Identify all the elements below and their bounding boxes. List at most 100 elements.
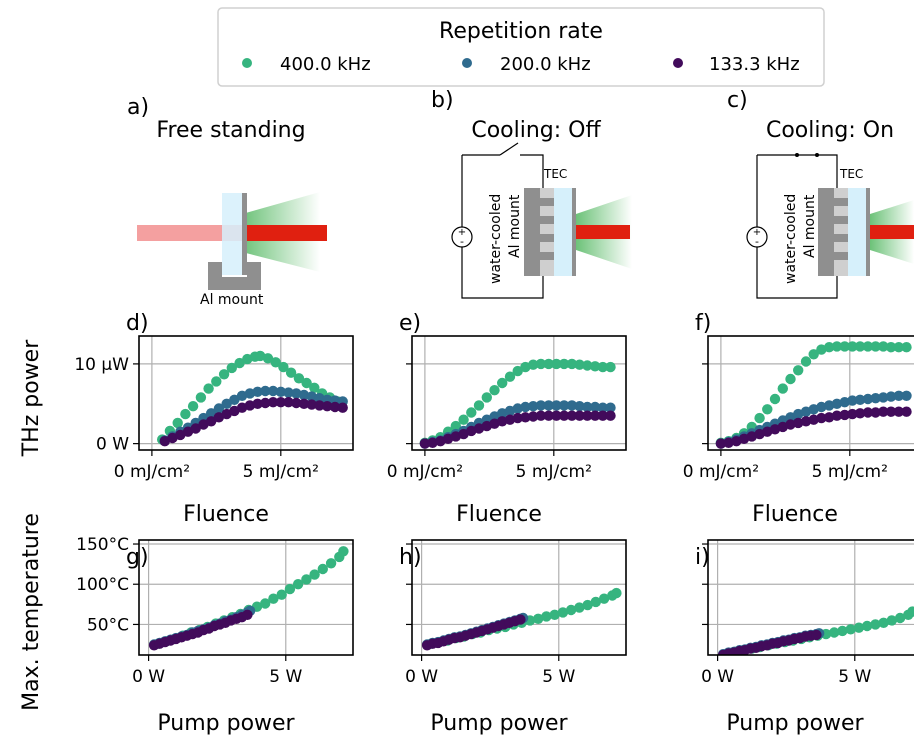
point-e-s1-15 <box>535 400 547 411</box>
crystal-b <box>554 188 572 276</box>
point-e-s0-17 <box>551 358 562 370</box>
point-f-s1-19 <box>862 393 874 405</box>
point-f-s2-22 <box>885 406 897 417</box>
point-g-s0-17 <box>292 579 304 590</box>
xtick-label-h-0: 0 W <box>405 667 438 687</box>
point-e-s1-10 <box>497 408 508 419</box>
pump-beam-a <box>137 225 242 241</box>
point-e-s2-10 <box>497 416 508 427</box>
point-f-s0-19 <box>862 341 874 352</box>
point-f-s0-23 <box>893 342 904 353</box>
point-f-s1-22 <box>885 391 897 402</box>
point-i-s0-21 <box>894 612 906 624</box>
point-g-s0-15 <box>276 589 287 600</box>
axes-frame-i <box>707 539 914 656</box>
axes-frame-h <box>411 539 627 656</box>
point-e-s2-13 <box>520 412 531 423</box>
point-d-s2-12 <box>252 398 263 409</box>
point-f-s1-17 <box>847 395 858 406</box>
point-e-s1-24 <box>605 402 616 413</box>
point-f-s2-13 <box>816 412 827 424</box>
point-d-s2-7 <box>213 412 225 423</box>
point-e-s2-16 <box>543 410 554 421</box>
tec-plates-c <box>834 188 848 276</box>
point-g-s0-23 <box>338 546 349 557</box>
point-d-s0-8 <box>218 369 230 380</box>
point-e-s0-18 <box>558 358 570 370</box>
legend: Repetition rate 400.0 kHz 200.0 kHz 133.… <box>217 7 825 87</box>
plot-h: 0 W 5 W Pump power <box>405 539 627 736</box>
point-f-s1-10 <box>793 408 804 420</box>
point-e-s2-14 <box>528 411 539 422</box>
panel-a-title: Free standing <box>156 118 305 143</box>
point-h-s0-23 <box>611 587 622 599</box>
point-e-s0-22 <box>589 361 601 372</box>
legend-marker-133 <box>673 58 683 68</box>
point-d-s0-3 <box>180 408 191 420</box>
point-e-s1-12 <box>512 403 523 414</box>
point-f-s0-8 <box>777 383 788 394</box>
point-d-s1-19 <box>306 391 317 402</box>
point-f-s1-23 <box>893 390 904 401</box>
point-e-s2-15 <box>535 410 547 421</box>
point-d-s1-12 <box>252 386 263 397</box>
point-h-s2-17 <box>515 614 526 625</box>
point-e-s0-15 <box>535 358 547 370</box>
panel-c-letter: c) <box>727 88 748 113</box>
point-f-s2-19 <box>862 407 874 418</box>
panel-i-letter: i) <box>695 545 710 570</box>
points-d <box>157 350 348 447</box>
xtick-label-g-0: 0 W <box>132 667 165 687</box>
point-d-s0-14 <box>262 353 274 364</box>
point-d-s1-9 <box>229 394 240 405</box>
point-d-s2-10 <box>236 402 248 413</box>
mount-c <box>818 188 834 276</box>
power-source-c <box>746 226 768 248</box>
ytick-label-g-0: 50°C <box>87 615 129 635</box>
point-i-s2-17 <box>811 629 822 641</box>
circuit-wire-c2 <box>757 154 838 190</box>
axes-frame-f <box>707 335 914 451</box>
power-source-b <box>451 226 473 248</box>
point-e-s0-11 <box>504 371 516 382</box>
xtick-label-d-1: 5 mJ/cm² <box>243 462 319 482</box>
point-f-s1-13 <box>816 401 827 413</box>
points-f <box>715 341 912 449</box>
point-f-s2-0 <box>715 438 727 449</box>
plot-g: 0 W 5 W 50°C 100°C 150°C Pump power <box>76 535 354 736</box>
plot-d: 0 mJ/cm² 5 mJ/cm² 0 W 10 µW Fluence <box>74 335 354 527</box>
legend-label-400: 400.0 kHz <box>280 54 371 75</box>
point-d-s1-10 <box>236 390 248 401</box>
temp-ylabel: Max. temperature <box>19 513 44 711</box>
point-f-s2-24 <box>901 406 912 417</box>
point-g-s0-18 <box>301 574 312 585</box>
legend-frame <box>217 7 825 87</box>
point-d-s0-19 <box>301 377 312 389</box>
axes-frame-e <box>411 335 627 451</box>
xlabel-d: Fluence <box>183 502 269 527</box>
point-g-s0-14 <box>268 593 279 604</box>
xlabel-e: Fluence <box>456 502 542 527</box>
point-i-s0-19 <box>878 617 889 628</box>
point-e-s2-23 <box>597 410 608 421</box>
point-i-s0-13 <box>829 627 840 638</box>
mount-a <box>208 262 261 290</box>
point-e-s0-7 <box>473 400 485 411</box>
axes-frame-g <box>138 539 354 656</box>
point-f-s0-6 <box>762 404 773 415</box>
minus-b: - <box>460 235 464 248</box>
point-d-s0-15 <box>270 357 281 368</box>
switch-closed-b2 <box>815 153 819 157</box>
point-e-s0-6 <box>466 407 477 418</box>
point-f-s0-7 <box>769 393 781 405</box>
point-e-s0-14 <box>528 359 539 370</box>
xtick-label-e-1: 5 mJ/cm² <box>516 462 592 482</box>
ytick-label-g-1: 100°C <box>76 575 129 595</box>
legend-label-133: 133.3 kHz <box>709 54 800 75</box>
point-e-s1-19 <box>566 400 578 411</box>
point-h-s0-18 <box>574 602 585 613</box>
xtick-label-i-1: 5 W <box>838 667 871 687</box>
point-h-s0-19 <box>582 599 593 611</box>
mount-c-label-2: Al mount <box>802 194 818 258</box>
mount-b-label-2: Al mount <box>507 194 523 258</box>
